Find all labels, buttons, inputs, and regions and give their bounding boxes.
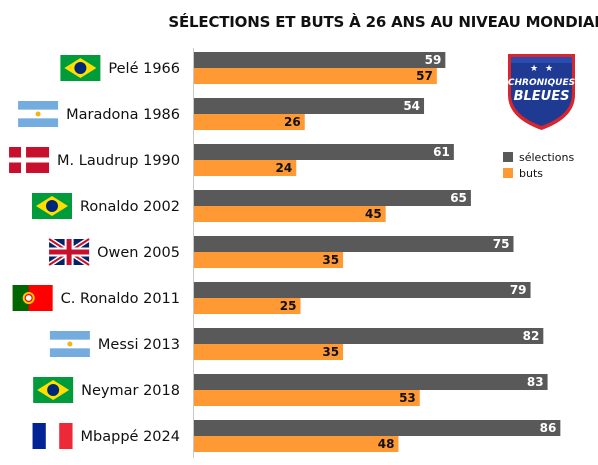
brazil-flag-icon (60, 55, 101, 81)
argentina-flag-icon (49, 331, 90, 357)
buts-value-label: 45 (365, 207, 382, 221)
brazil-flag-icon (33, 377, 74, 403)
buts-bar (194, 160, 297, 176)
selections-value-label: 83 (527, 375, 544, 389)
brazil-flag-icon (32, 193, 72, 219)
buts-value-label: 53 (399, 391, 416, 405)
selections-value-label: 86 (540, 421, 557, 435)
selections-bar (194, 144, 454, 160)
svg-text:★: ★ (530, 64, 538, 74)
selections-bar (194, 328, 544, 344)
selections-value-label: 65 (450, 191, 467, 205)
selections-value-label: 82 (523, 329, 540, 343)
selections-value-label: 75 (493, 237, 510, 251)
buts-value-label: 24 (276, 161, 293, 175)
buts-bar (194, 436, 399, 452)
selections-bar (194, 282, 531, 298)
buts-value-label: 26 (284, 115, 301, 129)
buts-value-label: 57 (416, 69, 433, 83)
selections-bar (194, 98, 425, 114)
buts-bar (194, 344, 344, 360)
player-label: Pelé 1966 (108, 61, 180, 77)
selections-value-label: 59 (425, 53, 442, 67)
buts-bar (194, 390, 420, 406)
buts-bar (194, 252, 344, 268)
legend-swatch-selections (503, 152, 513, 162)
buts-value-label: 35 (322, 345, 339, 359)
buts-value-label: 48 (378, 437, 395, 451)
buts-value-label: 35 (322, 253, 339, 267)
selections-value-label: 54 (403, 99, 420, 113)
selections-bar (194, 52, 446, 68)
player-label: M. Laudrup 1990 (57, 153, 180, 169)
selections-value-label: 79 (510, 283, 527, 297)
selections-bar (194, 420, 561, 436)
logo-text-line1: CHRONIQUES (508, 78, 575, 88)
buts-bar (194, 206, 386, 222)
selections-bar (194, 190, 471, 206)
logo-text-line2: BLEUES (514, 89, 570, 104)
player-label: Neymar 2018 (81, 383, 180, 399)
player-label: Maradona 1986 (66, 107, 180, 123)
argentina-flag-icon (18, 101, 59, 127)
player-label: Messi 2013 (98, 337, 180, 353)
legend-swatch-buts (503, 168, 513, 178)
france-flag-icon (32, 423, 73, 449)
legend-label-buts: buts (519, 167, 543, 180)
selections-bar (194, 374, 548, 390)
player-label: Ronaldo 2002 (80, 199, 180, 215)
player-label: Owen 2005 (97, 245, 180, 261)
legend: sélections buts (503, 151, 574, 180)
legend-label-selections: sélections (519, 151, 574, 164)
chroniques-bleues-logo: ★ ★ CHRONIQUES BLEUES (508, 54, 575, 130)
player-label: C. Ronaldo 2011 (61, 291, 180, 307)
portugal-flag-icon (12, 285, 53, 311)
denmark-flag-icon (9, 147, 50, 173)
selections-bar (194, 236, 514, 252)
buts-bar (194, 114, 305, 130)
player-label: Mbappé 2024 (81, 429, 180, 445)
buts-bar (194, 298, 301, 314)
selections-value-label: 61 (433, 145, 450, 159)
buts-value-label: 25 (280, 299, 297, 313)
chart-title: SÉLECTIONS ET BUTS À 26 ANS AU NIVEAU MO… (168, 12, 598, 31)
buts-bar (194, 68, 437, 84)
svg-text:★: ★ (545, 64, 553, 74)
uk-flag-icon (47, 236, 91, 268)
